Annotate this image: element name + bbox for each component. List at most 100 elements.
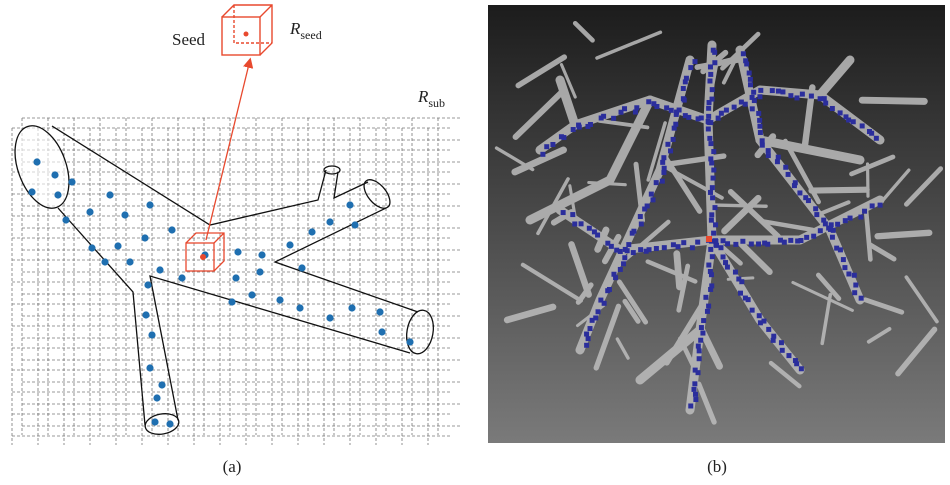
tracked-point — [584, 332, 589, 337]
tracked-point — [638, 247, 643, 252]
seed-point — [326, 218, 333, 225]
tracked-point — [814, 212, 819, 217]
tracked-point — [878, 203, 883, 208]
tracked-point — [625, 248, 630, 253]
tracked-point — [794, 95, 799, 100]
vessel-branch — [677, 254, 680, 287]
tracked-point — [697, 348, 702, 353]
tracked-point — [756, 111, 761, 116]
tracked-point — [749, 242, 754, 247]
tracked-point — [711, 168, 716, 173]
tracked-point — [708, 190, 713, 195]
tracked-point — [599, 116, 604, 121]
tracked-point — [757, 313, 762, 318]
tracked-point — [691, 387, 696, 392]
seed-point — [248, 291, 255, 298]
tracked-point — [776, 155, 781, 160]
tracked-point — [693, 392, 698, 397]
seed-point — [376, 308, 383, 315]
tracked-point — [766, 153, 771, 158]
seed-point — [33, 158, 40, 165]
tracked-point — [780, 89, 785, 94]
tracked-point — [823, 101, 828, 106]
figure-canvas: Seed Rseed Rsub (a) (b) — [0, 0, 950, 485]
tracked-point — [621, 261, 626, 266]
seed-cube-large — [222, 5, 272, 55]
tracked-point — [614, 248, 619, 253]
tracked-point — [770, 88, 775, 93]
tracked-point — [748, 82, 753, 87]
seed-point — [146, 201, 153, 208]
seed-point — [142, 311, 149, 318]
tracked-point — [634, 105, 639, 110]
tracked-point — [596, 309, 601, 314]
caption: (a) — [223, 457, 242, 476]
symbol: R — [289, 19, 301, 38]
seed-point — [158, 381, 165, 388]
tracked-point — [786, 172, 791, 177]
tracked-point — [804, 235, 809, 240]
seed-point — [51, 171, 58, 178]
tracked-point — [708, 247, 713, 252]
tracked-point — [588, 326, 593, 331]
tracked-point — [630, 231, 635, 236]
tracked-point — [611, 116, 616, 121]
tracked-point — [682, 98, 687, 103]
tracked-point — [848, 216, 853, 221]
tracked-point — [783, 165, 788, 170]
tracked-point — [587, 226, 592, 231]
tracked-point — [701, 318, 706, 323]
tracked-point — [841, 257, 846, 262]
seed-point — [276, 296, 283, 303]
tracked-point — [830, 235, 835, 240]
tracked-point — [838, 247, 843, 252]
tracked-point — [619, 110, 624, 115]
seed-point — [326, 314, 333, 321]
tracked-point — [751, 90, 756, 95]
tracked-point — [668, 148, 673, 153]
tracked-point — [642, 207, 647, 212]
tracked-point — [688, 65, 693, 70]
tracked-point — [579, 221, 584, 226]
tracked-point — [842, 265, 847, 270]
tracked-point — [712, 60, 717, 65]
tracked-point — [676, 244, 681, 249]
tracked-point — [708, 287, 713, 292]
tracked-point — [870, 203, 875, 208]
tracked-point — [683, 79, 688, 84]
tracked-point — [711, 149, 716, 154]
tracked-point — [559, 134, 564, 139]
tracked-point — [750, 106, 755, 111]
tracked-point — [858, 215, 863, 220]
seed-point — [168, 226, 175, 233]
tracked-point — [711, 176, 716, 181]
tracked-point — [683, 113, 688, 118]
seed-points — [28, 158, 413, 427]
tracked-point — [823, 221, 828, 226]
tracked-point — [798, 238, 803, 243]
tracked-point — [818, 228, 823, 233]
tracked-point — [780, 348, 785, 353]
tracked-point — [760, 143, 765, 148]
tracked-point — [644, 249, 649, 254]
tracked-point — [760, 138, 765, 143]
caption: (b) — [707, 457, 727, 476]
seed-point — [86, 208, 93, 215]
tracked-point — [697, 356, 702, 361]
tracked-point — [688, 403, 693, 408]
tracked-point — [758, 130, 763, 135]
tracked-point — [724, 108, 729, 113]
tracked-point — [646, 99, 651, 104]
tracked-point — [671, 137, 676, 142]
sub-region-label: Rsub — [417, 87, 445, 110]
tracked-point — [703, 295, 708, 300]
tracked-point — [706, 114, 711, 119]
tracked-point — [725, 265, 730, 270]
tracked-point — [618, 267, 623, 272]
seed-point — [144, 281, 151, 288]
tracked-point — [544, 144, 549, 149]
tracked-point — [710, 87, 715, 92]
tracked-point — [571, 127, 576, 132]
tracked-point — [654, 180, 659, 185]
tracked-point — [681, 86, 686, 91]
